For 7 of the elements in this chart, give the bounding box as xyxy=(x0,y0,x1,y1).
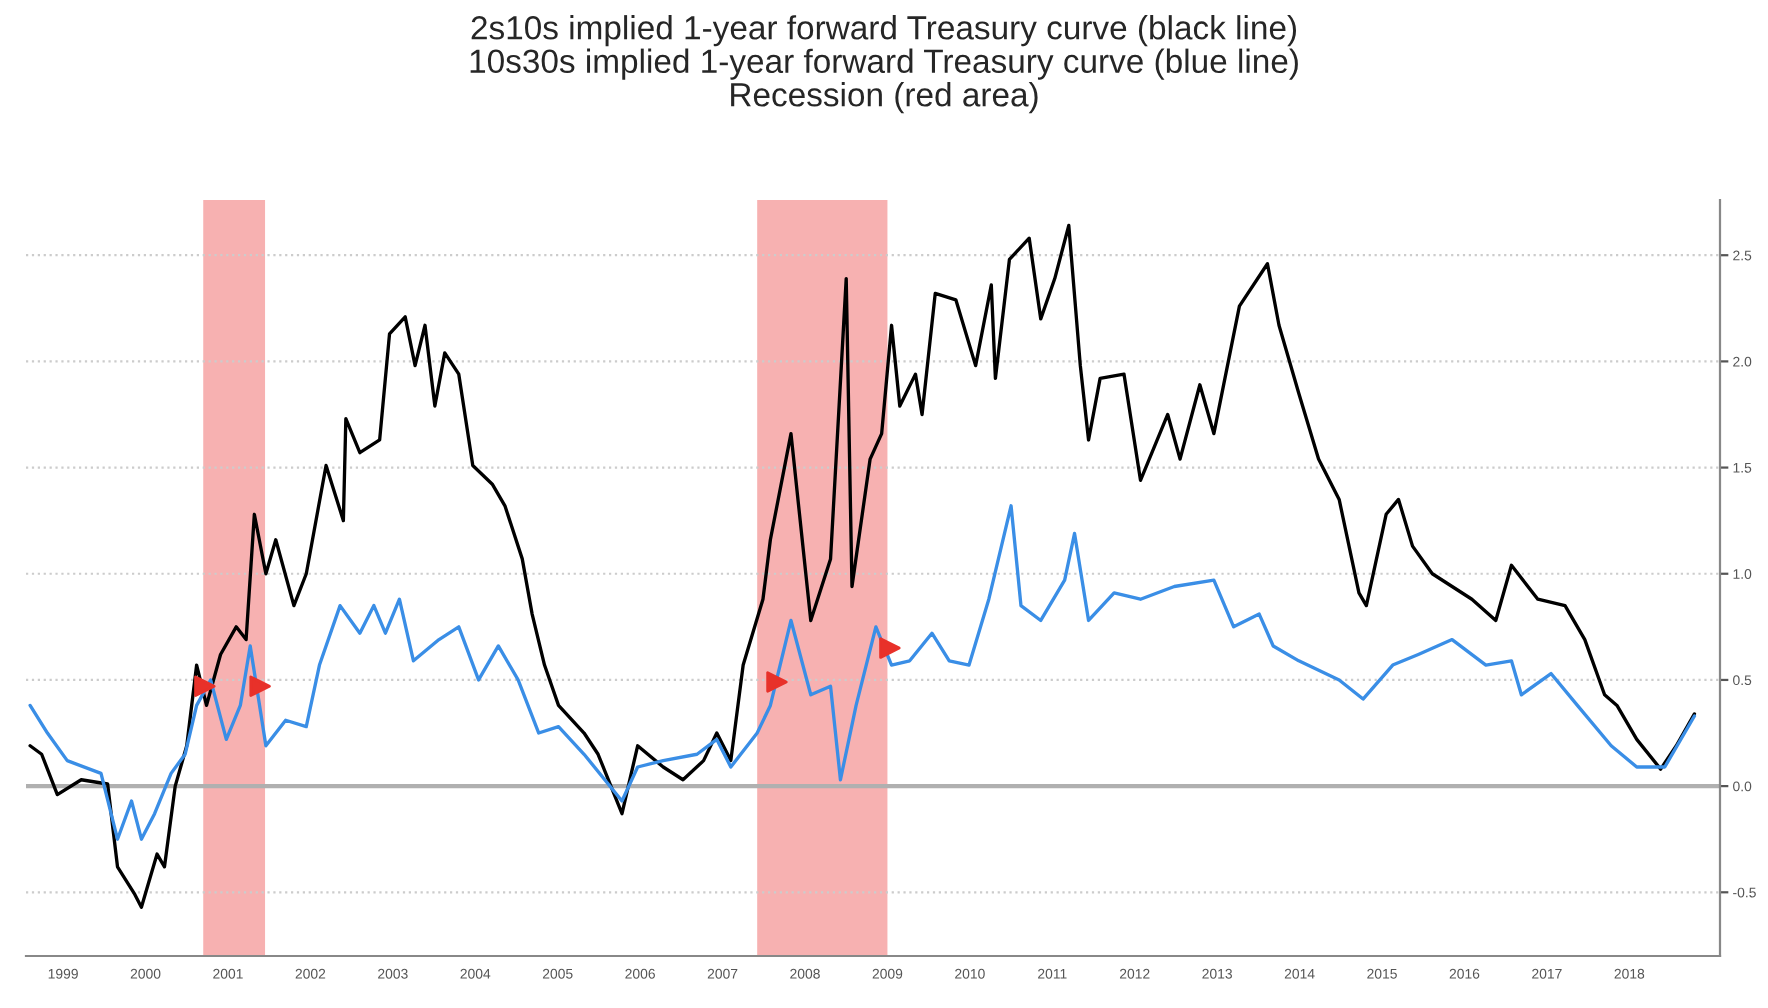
point xyxy=(879,637,901,659)
line-series xyxy=(28,504,1697,841)
point xyxy=(194,675,216,698)
point xyxy=(249,675,271,698)
line-series xyxy=(28,223,1697,909)
point xyxy=(766,671,788,693)
chart-title: 2s10s implied 1-year forward Treasury curve (black line) 10s30s implied 1-year forward Treasury curve (blue line) Recession (red area) xyxy=(470,15,1298,114)
